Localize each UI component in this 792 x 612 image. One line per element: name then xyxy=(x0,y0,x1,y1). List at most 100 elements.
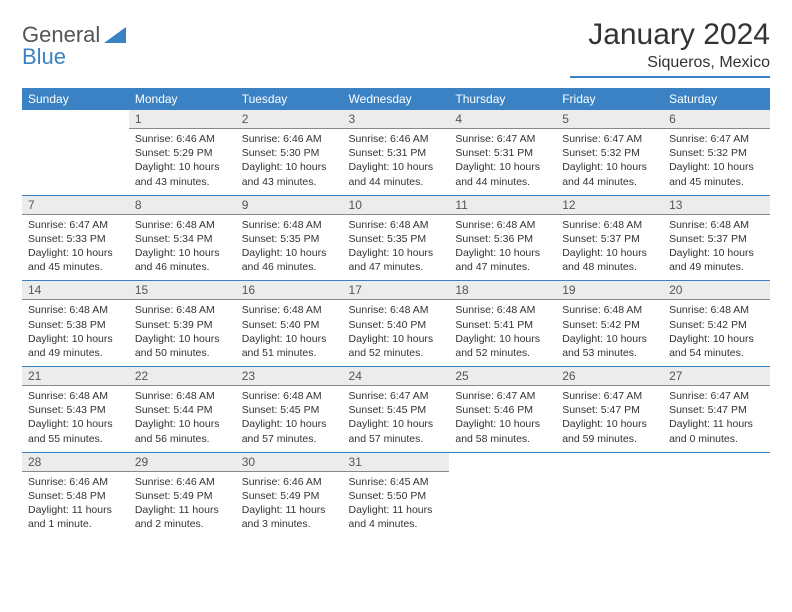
calendar-week-row: 21Sunrise: 6:48 AMSunset: 5:43 PMDayligh… xyxy=(22,367,770,453)
daylight-text: Daylight: 10 hours and 44 minutes. xyxy=(455,160,550,188)
sunset-text: Sunset: 5:49 PM xyxy=(135,489,230,503)
daylight-text: Daylight: 10 hours and 59 minutes. xyxy=(562,417,657,445)
sunrise-text: Sunrise: 6:48 AM xyxy=(669,303,764,317)
calendar-cell: 21Sunrise: 6:48 AMSunset: 5:43 PMDayligh… xyxy=(22,367,129,453)
day-content: Sunrise: 6:48 AMSunset: 5:42 PMDaylight:… xyxy=(556,300,663,366)
day-number: 24 xyxy=(343,367,450,386)
day-content: Sunrise: 6:47 AMSunset: 5:32 PMDaylight:… xyxy=(663,129,770,195)
sunset-text: Sunset: 5:47 PM xyxy=(562,403,657,417)
day-number: 10 xyxy=(343,196,450,215)
dayhead-friday: Friday xyxy=(556,88,663,110)
sunrise-text: Sunrise: 6:45 AM xyxy=(349,475,444,489)
daylight-text: Daylight: 10 hours and 44 minutes. xyxy=(349,160,444,188)
sunrise-text: Sunrise: 6:48 AM xyxy=(349,218,444,232)
day-content: Sunrise: 6:48 AMSunset: 5:37 PMDaylight:… xyxy=(663,215,770,281)
sunset-text: Sunset: 5:32 PM xyxy=(669,146,764,160)
day-number: 8 xyxy=(129,196,236,215)
day-number: 19 xyxy=(556,281,663,300)
day-content: Sunrise: 6:47 AMSunset: 5:46 PMDaylight:… xyxy=(449,386,556,452)
day-content: Sunrise: 6:48 AMSunset: 5:39 PMDaylight:… xyxy=(129,300,236,366)
day-number: 18 xyxy=(449,281,556,300)
daylight-text: Daylight: 10 hours and 46 minutes. xyxy=(135,246,230,274)
calendar-cell: 9Sunrise: 6:48 AMSunset: 5:35 PMDaylight… xyxy=(236,195,343,281)
sunset-text: Sunset: 5:30 PM xyxy=(242,146,337,160)
daylight-text: Daylight: 11 hours and 2 minutes. xyxy=(135,503,230,531)
sunrise-text: Sunrise: 6:48 AM xyxy=(242,303,337,317)
daylight-text: Daylight: 10 hours and 55 minutes. xyxy=(28,417,123,445)
calendar-cell xyxy=(22,110,129,195)
day-number: 13 xyxy=(663,196,770,215)
calendar-body: 1Sunrise: 6:46 AMSunset: 5:29 PMDaylight… xyxy=(22,110,770,537)
sunrise-text: Sunrise: 6:48 AM xyxy=(669,218,764,232)
calendar-head: Sunday Monday Tuesday Wednesday Thursday… xyxy=(22,88,770,110)
sunrise-text: Sunrise: 6:48 AM xyxy=(135,303,230,317)
day-number: 4 xyxy=(449,110,556,129)
sunset-text: Sunset: 5:31 PM xyxy=(455,146,550,160)
calendar-cell: 12Sunrise: 6:48 AMSunset: 5:37 PMDayligh… xyxy=(556,195,663,281)
daylight-text: Daylight: 10 hours and 48 minutes. xyxy=(562,246,657,274)
day-number: 6 xyxy=(663,110,770,129)
daylight-text: Daylight: 11 hours and 4 minutes. xyxy=(349,503,444,531)
day-content: Sunrise: 6:46 AMSunset: 5:48 PMDaylight:… xyxy=(22,472,129,538)
day-content: Sunrise: 6:45 AMSunset: 5:50 PMDaylight:… xyxy=(343,472,450,538)
day-number: 17 xyxy=(343,281,450,300)
dayhead-saturday: Saturday xyxy=(663,88,770,110)
daylight-text: Daylight: 10 hours and 52 minutes. xyxy=(455,332,550,360)
calendar-week-row: 28Sunrise: 6:46 AMSunset: 5:48 PMDayligh… xyxy=(22,452,770,537)
daylight-text: Daylight: 10 hours and 49 minutes. xyxy=(28,332,123,360)
daylight-text: Daylight: 10 hours and 43 minutes. xyxy=(242,160,337,188)
day-number: 1 xyxy=(129,110,236,129)
day-content: Sunrise: 6:48 AMSunset: 5:34 PMDaylight:… xyxy=(129,215,236,281)
calendar-cell: 17Sunrise: 6:48 AMSunset: 5:40 PMDayligh… xyxy=(343,281,450,367)
sunrise-text: Sunrise: 6:47 AM xyxy=(562,132,657,146)
sunrise-text: Sunrise: 6:46 AM xyxy=(28,475,123,489)
calendar-table: Sunday Monday Tuesday Wednesday Thursday… xyxy=(22,88,770,537)
calendar-cell: 19Sunrise: 6:48 AMSunset: 5:42 PMDayligh… xyxy=(556,281,663,367)
calendar-cell: 24Sunrise: 6:47 AMSunset: 5:45 PMDayligh… xyxy=(343,367,450,453)
day-number: 25 xyxy=(449,367,556,386)
day-content: Sunrise: 6:46 AMSunset: 5:49 PMDaylight:… xyxy=(236,472,343,538)
sunset-text: Sunset: 5:36 PM xyxy=(455,232,550,246)
sunset-text: Sunset: 5:37 PM xyxy=(562,232,657,246)
calendar-week-row: 1Sunrise: 6:46 AMSunset: 5:29 PMDaylight… xyxy=(22,110,770,195)
sunrise-text: Sunrise: 6:47 AM xyxy=(669,389,764,403)
calendar-cell: 11Sunrise: 6:48 AMSunset: 5:36 PMDayligh… xyxy=(449,195,556,281)
calendar-cell: 10Sunrise: 6:48 AMSunset: 5:35 PMDayligh… xyxy=(343,195,450,281)
location-label: Siqueros, Mexico xyxy=(570,54,770,78)
calendar-cell: 1Sunrise: 6:46 AMSunset: 5:29 PMDaylight… xyxy=(129,110,236,195)
day-content: Sunrise: 6:47 AMSunset: 5:47 PMDaylight:… xyxy=(556,386,663,452)
calendar-cell: 26Sunrise: 6:47 AMSunset: 5:47 PMDayligh… xyxy=(556,367,663,453)
day-content: Sunrise: 6:48 AMSunset: 5:43 PMDaylight:… xyxy=(22,386,129,452)
day-number: 22 xyxy=(129,367,236,386)
day-content: Sunrise: 6:47 AMSunset: 5:45 PMDaylight:… xyxy=(343,386,450,452)
sunset-text: Sunset: 5:41 PM xyxy=(455,318,550,332)
sunset-text: Sunset: 5:38 PM xyxy=(28,318,123,332)
sunset-text: Sunset: 5:33 PM xyxy=(28,232,123,246)
day-content: Sunrise: 6:48 AMSunset: 5:37 PMDaylight:… xyxy=(556,215,663,281)
calendar-cell: 2Sunrise: 6:46 AMSunset: 5:30 PMDaylight… xyxy=(236,110,343,195)
dayhead-wednesday: Wednesday xyxy=(343,88,450,110)
sunset-text: Sunset: 5:34 PM xyxy=(135,232,230,246)
sunset-text: Sunset: 5:47 PM xyxy=(669,403,764,417)
sunset-text: Sunset: 5:45 PM xyxy=(242,403,337,417)
day-content: Sunrise: 6:48 AMSunset: 5:42 PMDaylight:… xyxy=(663,300,770,366)
calendar-cell: 31Sunrise: 6:45 AMSunset: 5:50 PMDayligh… xyxy=(343,452,450,537)
sunset-text: Sunset: 5:46 PM xyxy=(455,403,550,417)
calendar-cell: 18Sunrise: 6:48 AMSunset: 5:41 PMDayligh… xyxy=(449,281,556,367)
calendar-cell: 7Sunrise: 6:47 AMSunset: 5:33 PMDaylight… xyxy=(22,195,129,281)
day-content: Sunrise: 6:46 AMSunset: 5:49 PMDaylight:… xyxy=(129,472,236,538)
day-number: 9 xyxy=(236,196,343,215)
calendar-cell: 4Sunrise: 6:47 AMSunset: 5:31 PMDaylight… xyxy=(449,110,556,195)
day-number: 30 xyxy=(236,453,343,472)
sunrise-text: Sunrise: 6:46 AM xyxy=(135,475,230,489)
sunrise-text: Sunrise: 6:48 AM xyxy=(242,389,337,403)
day-number: 23 xyxy=(236,367,343,386)
daylight-text: Daylight: 10 hours and 58 minutes. xyxy=(455,417,550,445)
day-content: Sunrise: 6:48 AMSunset: 5:44 PMDaylight:… xyxy=(129,386,236,452)
day-number: 5 xyxy=(556,110,663,129)
daylight-text: Daylight: 10 hours and 52 minutes. xyxy=(349,332,444,360)
calendar-cell: 29Sunrise: 6:46 AMSunset: 5:49 PMDayligh… xyxy=(129,452,236,537)
day-content: Sunrise: 6:47 AMSunset: 5:33 PMDaylight:… xyxy=(22,215,129,281)
sunrise-text: Sunrise: 6:48 AM xyxy=(562,303,657,317)
sunrise-text: Sunrise: 6:48 AM xyxy=(349,303,444,317)
